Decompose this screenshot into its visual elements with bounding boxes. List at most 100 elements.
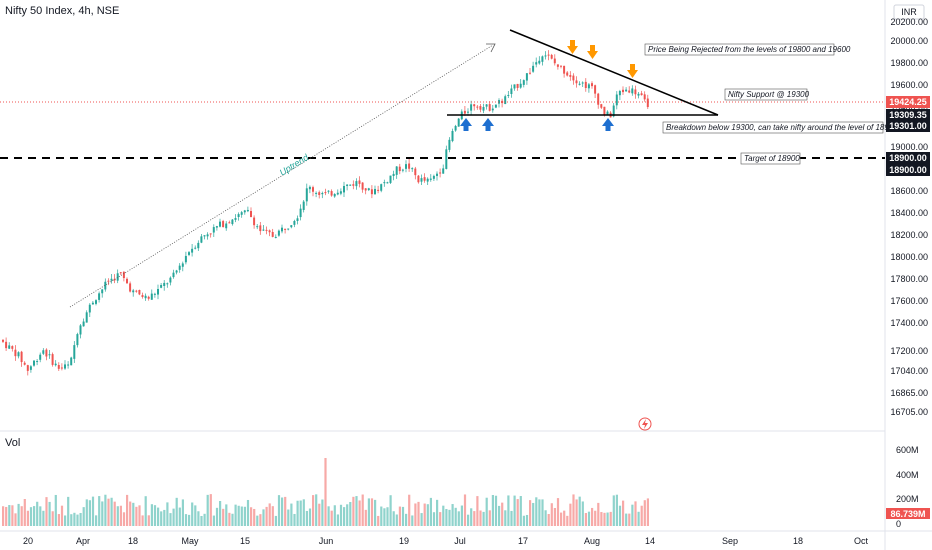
candle-body [228, 222, 231, 224]
volume-bar [538, 499, 541, 526]
y-tick-label: 18600.00 [890, 186, 928, 196]
volume-bar [29, 507, 33, 526]
volume-bar [126, 494, 129, 526]
candle-body [457, 118, 460, 127]
currency-box[interactable] [893, 4, 925, 20]
rejection-arrow-2 [587, 45, 598, 59]
candle-body [116, 273, 119, 281]
rejection-arrow-1 [567, 40, 578, 54]
candle-body [401, 169, 404, 171]
candle-body [501, 100, 504, 104]
volume-bar [606, 512, 609, 526]
volume-bar [48, 501, 51, 526]
volume-bar [525, 514, 529, 526]
price-badge [886, 96, 930, 108]
volume-bar [581, 501, 584, 526]
y-tick-label: 17600.00 [890, 296, 928, 306]
volume-bar [451, 504, 454, 526]
candle-body [26, 365, 29, 371]
volume-bar [529, 500, 532, 526]
candle-body [634, 89, 637, 95]
candle-body [281, 227, 283, 232]
candle-body [73, 345, 76, 359]
candle-body [299, 208, 302, 218]
volume-bar [8, 505, 11, 526]
candle-body [312, 187, 314, 192]
volume-bar [271, 506, 274, 526]
volume-bar [73, 512, 76, 526]
volume-bar [67, 496, 70, 526]
volume-bar [432, 512, 436, 526]
candle-body [200, 236, 203, 243]
volume-bar [11, 505, 14, 526]
lightning-icon[interactable] [638, 417, 652, 431]
volume-bar [76, 514, 79, 526]
volume-bar [95, 515, 98, 526]
candle-body [54, 363, 57, 366]
volume-bar [547, 513, 550, 526]
volume-bar [191, 502, 194, 526]
volume-bar [640, 505, 643, 526]
candle-body [374, 188, 376, 195]
volume-bar [463, 494, 467, 526]
price-badge-value: 18900.00 [889, 153, 927, 163]
candle-body [234, 218, 237, 220]
volume-bar [631, 504, 634, 526]
volume-bar [414, 503, 417, 526]
volume-bar [42, 510, 45, 526]
volume-bar [172, 508, 175, 526]
candle-body [631, 88, 634, 94]
volume-bar [70, 514, 73, 526]
candle-body [519, 83, 522, 88]
candle-body [101, 289, 104, 294]
price-badge-value: 19301.00 [889, 121, 927, 131]
volume-bar [411, 515, 414, 526]
volume-bar [234, 504, 237, 526]
candle-body [79, 325, 82, 335]
candle-body [107, 280, 110, 282]
volume-bar [175, 497, 178, 526]
volume-bar [358, 500, 361, 526]
volume-bar [321, 499, 324, 526]
candle-body [191, 248, 194, 253]
x-tick-label: 18 [793, 536, 803, 546]
volume-bar [51, 511, 54, 526]
candle-body [395, 166, 398, 175]
candle-body [467, 111, 469, 113]
price-axis[interactable]: 20200.0020000.0019800.0019600.0019400.00… [890, 17, 928, 417]
candle-body [29, 366, 32, 370]
volume-bar [138, 505, 141, 526]
candle-body [507, 94, 510, 96]
x-tick-label: 20 [23, 536, 33, 546]
volume-bar [637, 511, 640, 526]
volume-bars-group [2, 458, 649, 526]
y-tick-label: 17800.00 [890, 274, 928, 284]
time-axis[interactable]: 20 Apr 18 May 15 Jun 19 Jul 17 Aug 14 Sep 18 Oct [23, 536, 869, 546]
volume-bar [507, 495, 510, 526]
volume-bar [132, 502, 135, 526]
volume-bar [339, 504, 343, 526]
volume-bar [262, 509, 265, 526]
support-arrow-1 [460, 118, 472, 131]
candle-body [290, 225, 293, 228]
volume-bar [510, 510, 513, 526]
candle-body [222, 221, 225, 228]
volume-bar [367, 498, 370, 526]
y-tick-label: 19800.00 [890, 58, 928, 68]
y-tick-label: 18000.00 [890, 252, 928, 262]
volume-bar [349, 501, 352, 526]
volume-bar [312, 495, 315, 526]
volume-bar [231, 513, 234, 526]
volume-bar [374, 499, 377, 526]
candle-body [8, 345, 11, 349]
candle-body [513, 84, 516, 89]
x-tick-label: Sep [722, 536, 738, 546]
y-tick-label: 18400.00 [890, 208, 928, 218]
volume-bar [377, 515, 380, 526]
volume-bar [532, 502, 535, 526]
volume-bar [39, 506, 42, 526]
candle-body [88, 304, 91, 313]
candle-body [591, 83, 593, 87]
volume-current-badge [886, 508, 930, 519]
